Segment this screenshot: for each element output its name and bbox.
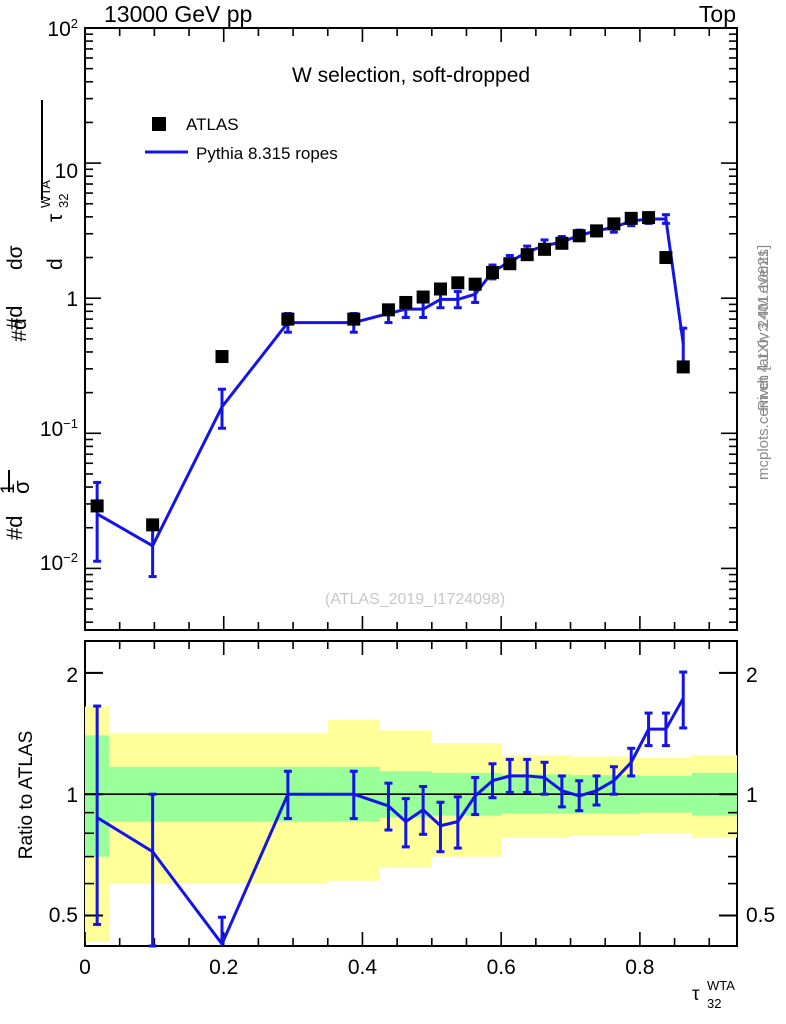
ylabel-text: #d	[8, 318, 31, 341]
ylabel-denom-tau: τ	[44, 213, 67, 222]
side-note-bottom-group: mcplots.cern.ch [arXiv:2401.10621]	[755, 245, 772, 480]
atlas-marker	[468, 277, 482, 291]
xtick-label: 0.4	[348, 956, 378, 979]
main-data-layer	[90, 211, 690, 579]
atlas-marker	[590, 224, 604, 238]
ylabel-denom-sigma-1: σ	[9, 480, 34, 494]
ylabel-denom-d: d	[44, 258, 67, 270]
xaxis-tick-labels: 0 0.2 0.4 0.6 0.8	[79, 956, 654, 979]
ratio-ylabel-group: Ratio to ATLAS	[16, 731, 37, 860]
xaxis-label-base: τ	[692, 984, 700, 1005]
ylabel-numer-dsigma: dσ	[4, 245, 27, 270]
atlas-marker	[520, 248, 534, 262]
ratio-ytick-2-left: 2	[66, 664, 78, 687]
xtick-label: 0	[79, 956, 91, 979]
xtick-label: 0.8	[625, 956, 654, 979]
ratio-axis-ticks	[84, 641, 737, 946]
main-panel-frame	[84, 27, 738, 631]
xaxis-label-sup: WTA	[707, 978, 735, 993]
legend: ATLAS Pythia 8.315 ropes	[145, 115, 338, 163]
atlas-marker	[642, 211, 656, 225]
atlas-marker	[538, 242, 552, 256]
header-beam-label: 13000 GeV pp	[104, 1, 252, 27]
atlas-marker	[624, 211, 638, 225]
ratio-ytick-05-right: 0.5	[746, 904, 775, 927]
xaxis-label: τ WTA 32	[692, 978, 735, 1011]
main-ylabel-composite: #d 1 σ #d dσ d τ	[0, 100, 71, 540]
atlas-marker	[607, 217, 621, 231]
atlas-marker	[416, 290, 430, 304]
ratio-data-layer	[93, 670, 688, 948]
ratio-ytick-labels: 2 1 0.5 2 1 0.5	[49, 664, 775, 927]
xtick-label: 0.6	[487, 956, 516, 979]
ratio-ytick-1-right: 1	[746, 784, 758, 807]
main-ytick-labels: 102 10 1 10−1 10−2	[40, 16, 78, 575]
ratio-ytick-05-left: 0.5	[49, 904, 78, 927]
ylabel-denom-tau-sub: 32	[56, 194, 71, 208]
atlas-marker	[215, 350, 229, 364]
side-note-mcplots: mcplots.cern.ch [arXiv:2401.10621]	[755, 245, 772, 480]
ratio-ylabel: Ratio to ATLAS	[16, 731, 37, 860]
atlas-marker	[399, 295, 413, 309]
main-watermark: (ATLAS_2019_I1724098)	[325, 591, 505, 608]
pythia-curve-main	[96, 217, 685, 548]
legend-marker-atlas	[152, 117, 166, 131]
xtick-label: 0.2	[209, 956, 238, 979]
ylabel-denom-tau-sup: WTA	[38, 180, 53, 208]
xaxis-label-sub: 32	[707, 996, 721, 1011]
ratio-ytick-1-left: 1	[66, 784, 78, 807]
side-note-rivet: Rivet 4.1.0, 3.4M events	[755, 249, 772, 411]
main-plot-title: W selection, soft-dropped	[292, 64, 530, 87]
atlas-marker	[381, 303, 395, 317]
atlas-marker	[451, 276, 465, 290]
main-axis-ticks	[84, 27, 737, 630]
ytick-1: 1	[66, 288, 78, 311]
atlas-marker	[146, 518, 160, 532]
ylabel-hash-d-1: #d	[2, 516, 27, 540]
atlas-marker	[572, 229, 586, 243]
atlas-marker	[555, 236, 569, 250]
atlas-marker	[503, 257, 517, 271]
atlas-marker	[347, 312, 361, 326]
legend-label-atlas: ATLAS	[186, 115, 239, 134]
atlas-marker	[281, 312, 295, 326]
atlas-marker	[433, 282, 447, 296]
ylabel-hash-d-2: #d	[2, 306, 27, 330]
ytick-1e2: 102	[47, 16, 78, 41]
ratio-ytick-2-right: 2	[746, 664, 758, 687]
ratio-uncertainty-bands	[85, 706, 737, 942]
ytick-1em2: 10−2	[40, 550, 78, 575]
side-note-top-group: Rivet 4.1.0, 3.4M events	[755, 249, 772, 411]
ytick-1em1: 10−1	[40, 416, 78, 441]
ytick-10: 10	[55, 160, 78, 183]
header-analysis-label: Top	[699, 1, 736, 27]
atlas-marker	[90, 499, 104, 513]
main-ylabel: #d	[8, 318, 31, 341]
legend-label-pythia: Pythia 8.315 ropes	[196, 144, 338, 163]
atlas-marker	[659, 251, 673, 265]
atlas-marker	[486, 265, 499, 279]
atlas-marker	[676, 360, 690, 374]
